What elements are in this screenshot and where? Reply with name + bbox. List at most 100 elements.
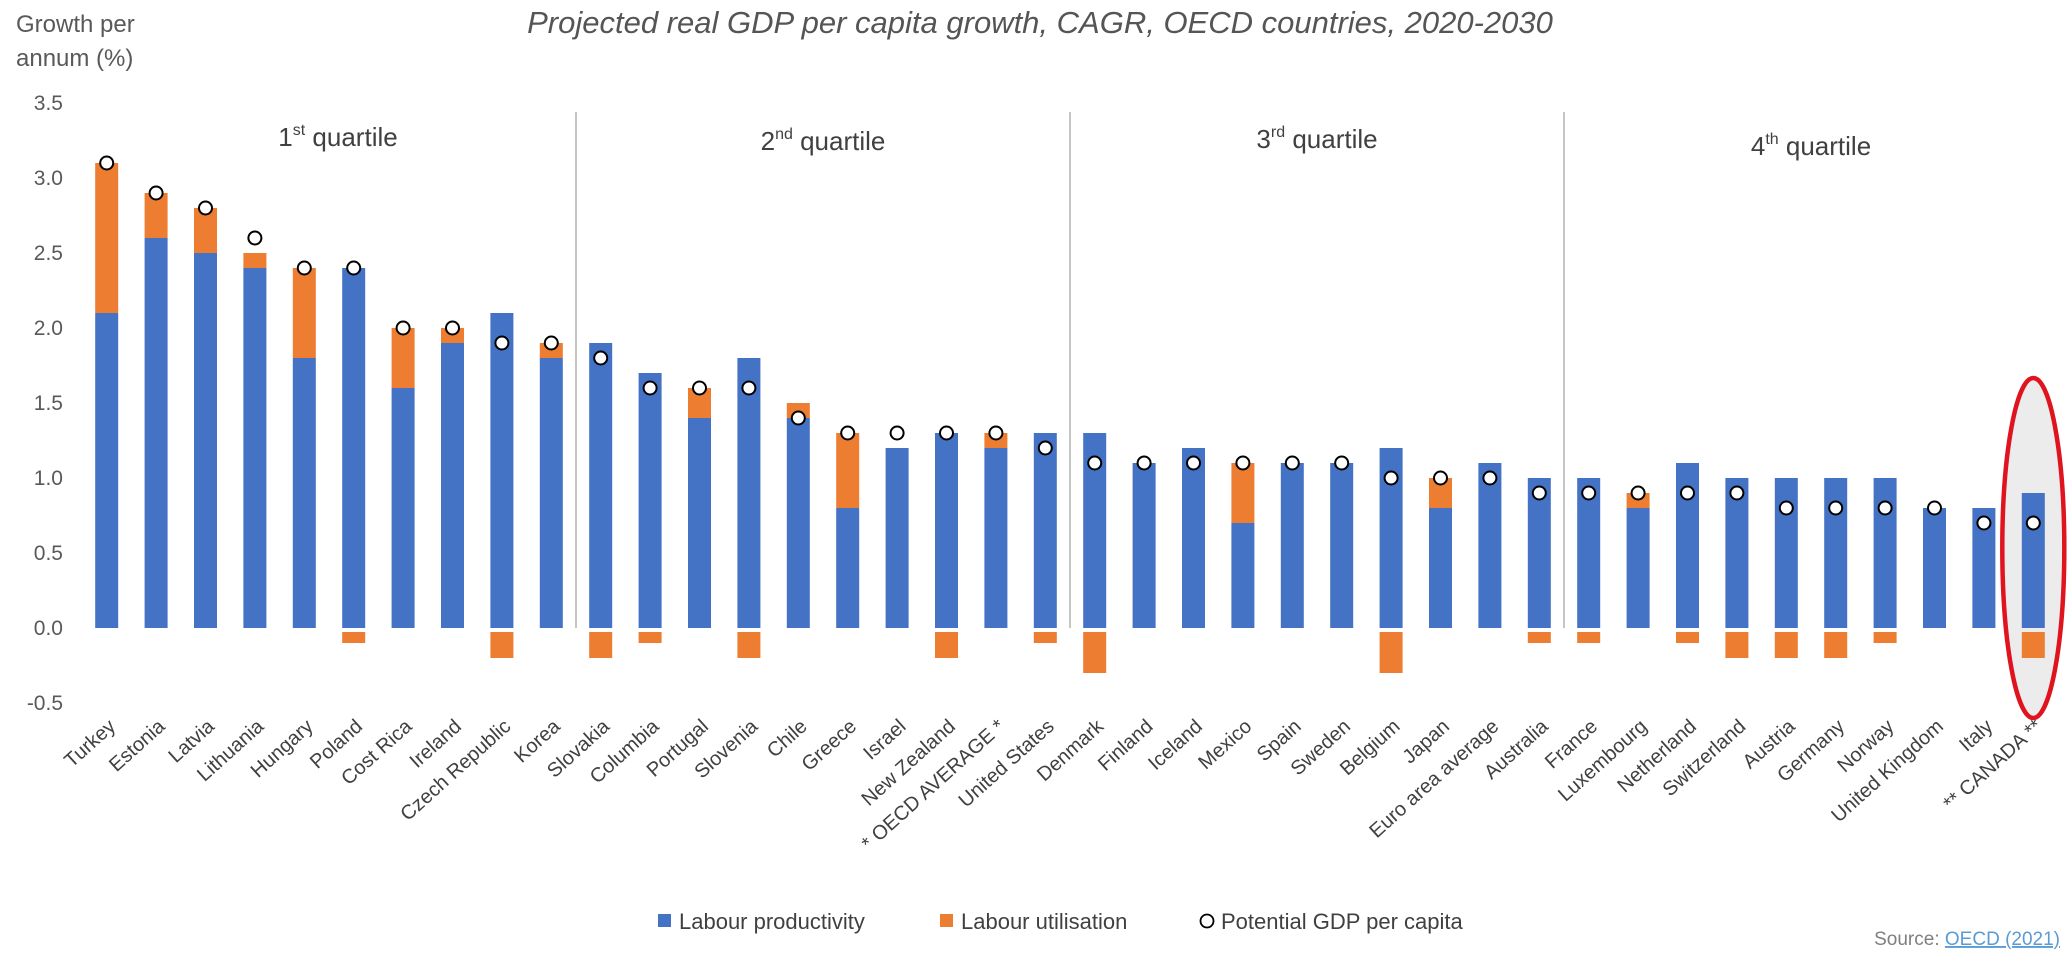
bar-labour-utilisation (1676, 632, 1699, 643)
category-label: Finland (1094, 715, 1157, 775)
bar-labour-productivity (1280, 463, 1304, 628)
y-tick-label: -0.5 (27, 692, 63, 715)
legend: Labour productivity Labour utilisation Pot… (658, 909, 1463, 934)
bar-labour-utilisation (1873, 632, 1897, 643)
y-tick-label: 2.5 (34, 242, 63, 265)
y-tick-label: 3.5 (34, 92, 63, 115)
point-potential-gdp (445, 320, 460, 336)
y-tick-label: 3.0 (34, 167, 63, 190)
point-potential-gdp (790, 410, 806, 426)
bar-labour-utilisation (194, 208, 217, 253)
y-tick-label: 0.5 (34, 542, 63, 565)
bar-labour-productivity (1923, 508, 1946, 628)
quartile-label: 1st quartile (278, 122, 397, 152)
point-potential-gdp (395, 320, 411, 336)
bar-labour-utilisation (144, 193, 168, 238)
bar-labour-productivity (1182, 448, 1205, 628)
bar-labour-productivity (144, 238, 168, 628)
source-link[interactable]: OECD (2021) (1945, 929, 2060, 950)
bar-labour-productivity (292, 358, 316, 628)
point-potential-gdp (1729, 485, 1745, 501)
legend-swatch (1199, 913, 1215, 929)
legend-label: Labour productivity (679, 909, 865, 934)
point-potential-gdp (1482, 470, 1498, 486)
point-potential-gdp (1828, 500, 1844, 516)
point-potential-gdp (1680, 485, 1695, 501)
bar-labour-utilisation (2021, 632, 2045, 658)
bar-labour-productivity (1379, 448, 1403, 628)
bar-labour-productivity (1132, 463, 1156, 628)
bar-labour-productivity (1577, 478, 1601, 628)
bar-labour-utilisation (836, 433, 860, 508)
y-tick-label: 1.5 (34, 392, 63, 415)
bar-labour-productivity (589, 343, 613, 628)
point-potential-gdp (1037, 440, 1053, 456)
bar-labour-productivity (1231, 523, 1255, 628)
bar-labour-productivity (391, 388, 415, 628)
y-axis-label: Growth per annum (%) (16, 11, 141, 72)
bar-labour-utilisation (1774, 632, 1798, 658)
bar-labour-utilisation (638, 632, 662, 643)
bar-labour-productivity (1972, 508, 1996, 628)
bar-labour-productivity (1824, 478, 1848, 628)
y-tick-label: 1.0 (34, 467, 63, 490)
bar-labour-utilisation (1527, 632, 1551, 643)
bar-labour-productivity (737, 358, 761, 628)
legend-label: Labour utilisation (961, 909, 1127, 934)
bar-labour-productivity (1725, 478, 1749, 628)
bar-labour-productivity (1626, 508, 1650, 628)
chart-title: Projected real GDP per capita growth, CA… (527, 5, 1553, 40)
point-potential-gdp (543, 335, 559, 351)
quartile-dividers (575, 112, 1565, 628)
bar-labour-productivity (935, 433, 958, 628)
point-potential-gdp (889, 425, 905, 441)
potential-gdp-markers (99, 155, 2041, 531)
point-potential-gdp (1383, 470, 1399, 486)
bar-labour-productivity (1478, 463, 1502, 628)
point-potential-gdp (494, 335, 510, 351)
legend-label: Potential GDP per capita (1221, 909, 1463, 934)
point-potential-gdp (1136, 455, 1152, 471)
quartile-labels: 1st quartile 2nd quartile 3rd quartile 4th … (278, 122, 1871, 161)
bar-labour-productivity (1527, 478, 1551, 628)
category-label: Italy (1955, 715, 1997, 756)
point-potential-gdp (346, 260, 362, 276)
category-label: Estonia (105, 715, 170, 777)
bar-labour-productivity (984, 448, 1008, 628)
point-potential-gdp (247, 230, 263, 246)
point-potential-gdp (988, 425, 1004, 441)
quartile-label: 4th quartile (1751, 131, 1871, 161)
point-potential-gdp (1186, 455, 1201, 471)
bar-labour-productivity (342, 268, 366, 628)
point-potential-gdp (1284, 455, 1300, 471)
bar-labour-utilisation (1033, 632, 1057, 643)
bar-labour-utilisation (935, 632, 958, 658)
bar-labour-utilisation (391, 328, 415, 388)
point-potential-gdp (2025, 515, 2041, 531)
bar-labour-utilisation (1231, 463, 1255, 523)
category-label: Greece (798, 715, 861, 775)
source-prefix: Source: (1874, 929, 1945, 950)
quartile-label: 3rd quartile (1256, 124, 1377, 154)
point-potential-gdp (939, 425, 954, 441)
bar-labour-utilisation (95, 163, 119, 313)
point-potential-gdp (296, 260, 312, 276)
bar-labour-utilisation (1379, 632, 1403, 673)
point-potential-gdp (593, 350, 609, 366)
category-label: Iceland (1144, 715, 1207, 775)
source-note: Source: OECD (2021) (1874, 929, 2060, 950)
legend-swatch (658, 914, 671, 927)
point-potential-gdp (741, 380, 757, 396)
bar-labour-productivity (638, 373, 662, 628)
point-potential-gdp (1087, 455, 1103, 471)
point-potential-gdp (642, 380, 658, 396)
bar-labour-productivity (688, 418, 711, 628)
point-potential-gdp (1630, 485, 1646, 501)
bar-marks (95, 163, 2045, 673)
point-potential-gdp (1531, 485, 1547, 501)
bar-labour-productivity (1083, 433, 1107, 628)
bar-labour-productivity (1873, 478, 1897, 628)
bar-labour-productivity (95, 313, 119, 628)
point-potential-gdp (1235, 455, 1251, 471)
bar-labour-utilisation (1083, 632, 1107, 673)
